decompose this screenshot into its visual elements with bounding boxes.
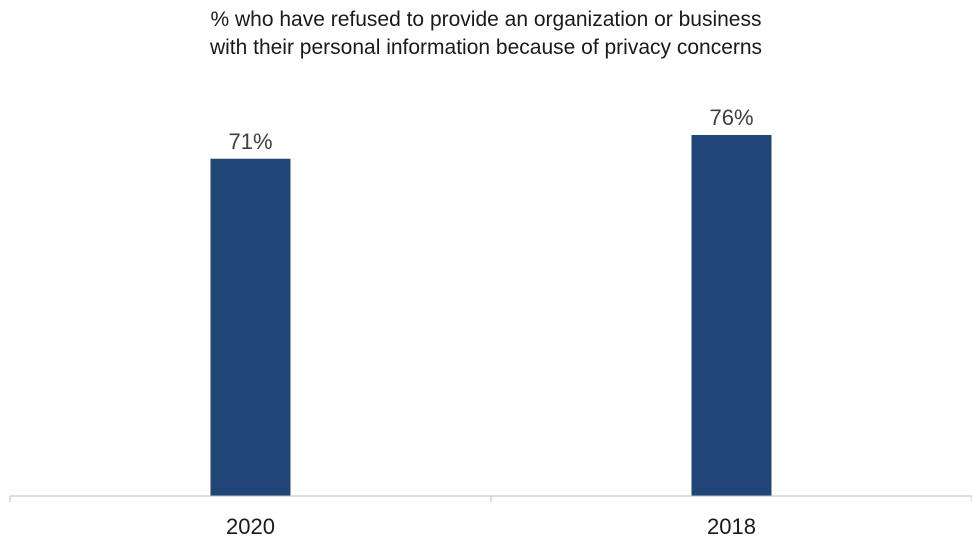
x-tick-label-2020: 2020: [226, 514, 275, 539]
chart-title: % who have refused to provide an organiz…: [0, 6, 972, 62]
x-tick-label-2018: 2018: [707, 514, 756, 539]
bar-2018: [691, 135, 772, 496]
chart-title-line-1: % who have refused to provide an organiz…: [210, 8, 762, 31]
data-labels-group: 71% 76%: [228, 105, 753, 154]
x-tick-labels-group: 2020 2018: [226, 514, 756, 539]
data-label-2020: 71%: [228, 129, 272, 154]
bars-group: [210, 135, 772, 496]
x-axis: [9, 495, 972, 502]
data-label-2018: 76%: [709, 105, 753, 130]
chart-title-line-2: with their personal information because …: [209, 36, 763, 59]
bar-2020: [210, 158, 291, 496]
